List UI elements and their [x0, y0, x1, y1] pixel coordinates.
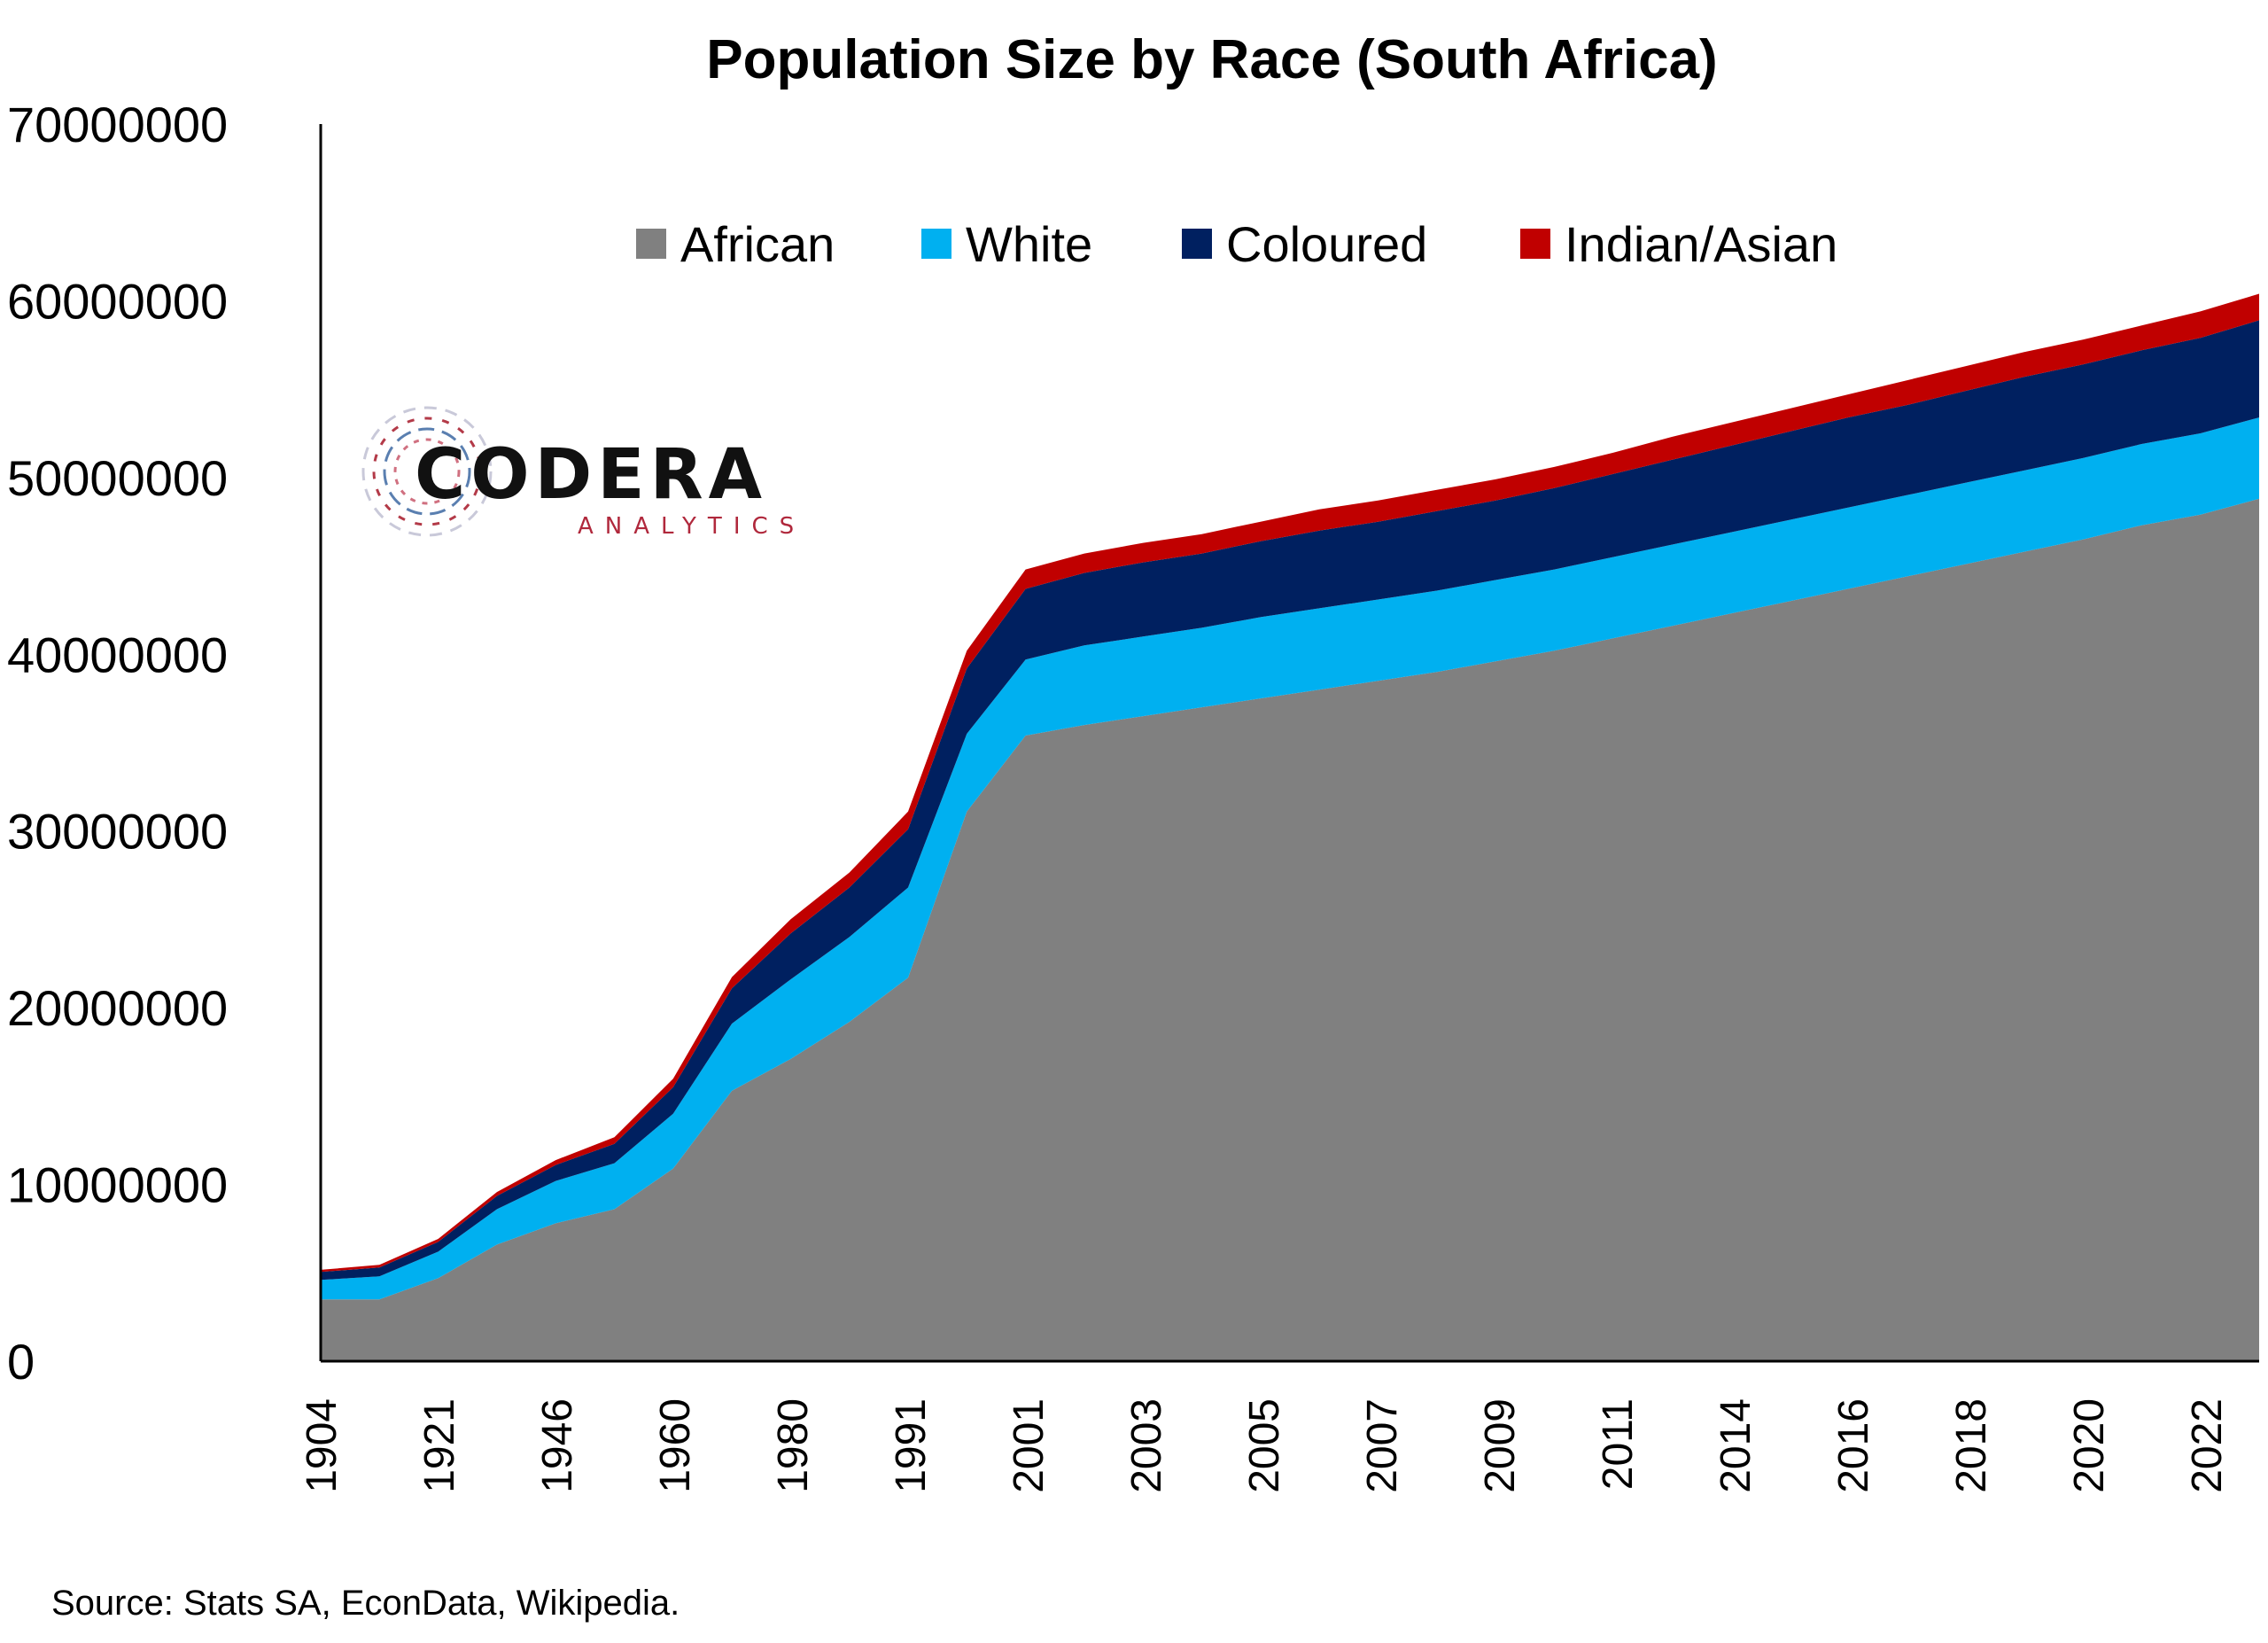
x-tick-label: 1946: [534, 1398, 581, 1493]
legend-label-coloured: Coloured: [1226, 216, 1427, 272]
chart-title: Population Size by Race (South Africa): [706, 29, 1717, 90]
logo-circle-icon: [361, 406, 493, 537]
y-axis: 0 10000000 20000000 30000000 40000000 5000000…: [7, 97, 322, 1390]
x-tick-label: 1960: [652, 1398, 699, 1493]
x-tick-label: 1991: [888, 1398, 935, 1493]
logo-name: CODERA: [415, 435, 767, 515]
y-tick-label: 0: [7, 1334, 35, 1390]
x-tick-label: 2016: [1830, 1398, 1877, 1493]
x-tick-label: 2009: [1477, 1398, 1524, 1493]
x-tick-label: 2020: [2066, 1398, 2113, 1493]
legend-label-white: White: [966, 216, 1092, 272]
legend-swatch-indian-asian: [1520, 229, 1550, 259]
y-tick-label: 10000000: [7, 1157, 228, 1213]
source-note: Source: Stats SA, EconData, Wikipedia.: [51, 1584, 680, 1623]
area-coloured: [321, 320, 2259, 1281]
x-tick-label: 2022: [2184, 1398, 2231, 1493]
y-tick-label: 70000000: [7, 97, 228, 152]
y-tick-label: 40000000: [7, 627, 228, 682]
y-tick-label: 20000000: [7, 980, 228, 1036]
x-tick-label: 2018: [1948, 1398, 1995, 1493]
y-tick-label: 50000000: [7, 450, 228, 506]
codera-logo: CODERA ANALYTICS: [361, 406, 805, 540]
x-tick-label: 1980: [770, 1398, 817, 1493]
x-tick-label: 2011: [1595, 1398, 1642, 1490]
y-tick-label: 30000000: [7, 804, 228, 860]
legend-swatch-coloured: [1182, 229, 1212, 259]
legend-swatch-white: [921, 229, 951, 259]
area-series-group: [321, 293, 2259, 1361]
y-tick-label: 60000000: [7, 273, 228, 329]
x-tick-label: 2003: [1123, 1398, 1170, 1493]
x-tick-label: 1921: [416, 1398, 463, 1493]
x-tick-label: 2005: [1241, 1398, 1288, 1493]
x-tick-label: 1904: [299, 1398, 346, 1493]
x-axis: 1904 1921 1946 1960 1980 1991 2001 2003 2005 2007…: [299, 1359, 2259, 1493]
legend-label-african: African: [680, 216, 835, 272]
legend-label-indian-asian: Indian/Asian: [1565, 216, 1837, 272]
x-tick-label: 2001: [1006, 1398, 1052, 1493]
area-white: [321, 417, 2259, 1300]
logo-subtitle: ANALYTICS: [578, 513, 805, 540]
legend: African White Coloured Indian/Asian: [636, 216, 1837, 272]
x-tick-label: 2014: [1713, 1398, 1759, 1493]
legend-swatch-african: [636, 229, 666, 259]
x-tick-label: 2007: [1359, 1398, 1406, 1493]
area-african: [321, 498, 2259, 1361]
